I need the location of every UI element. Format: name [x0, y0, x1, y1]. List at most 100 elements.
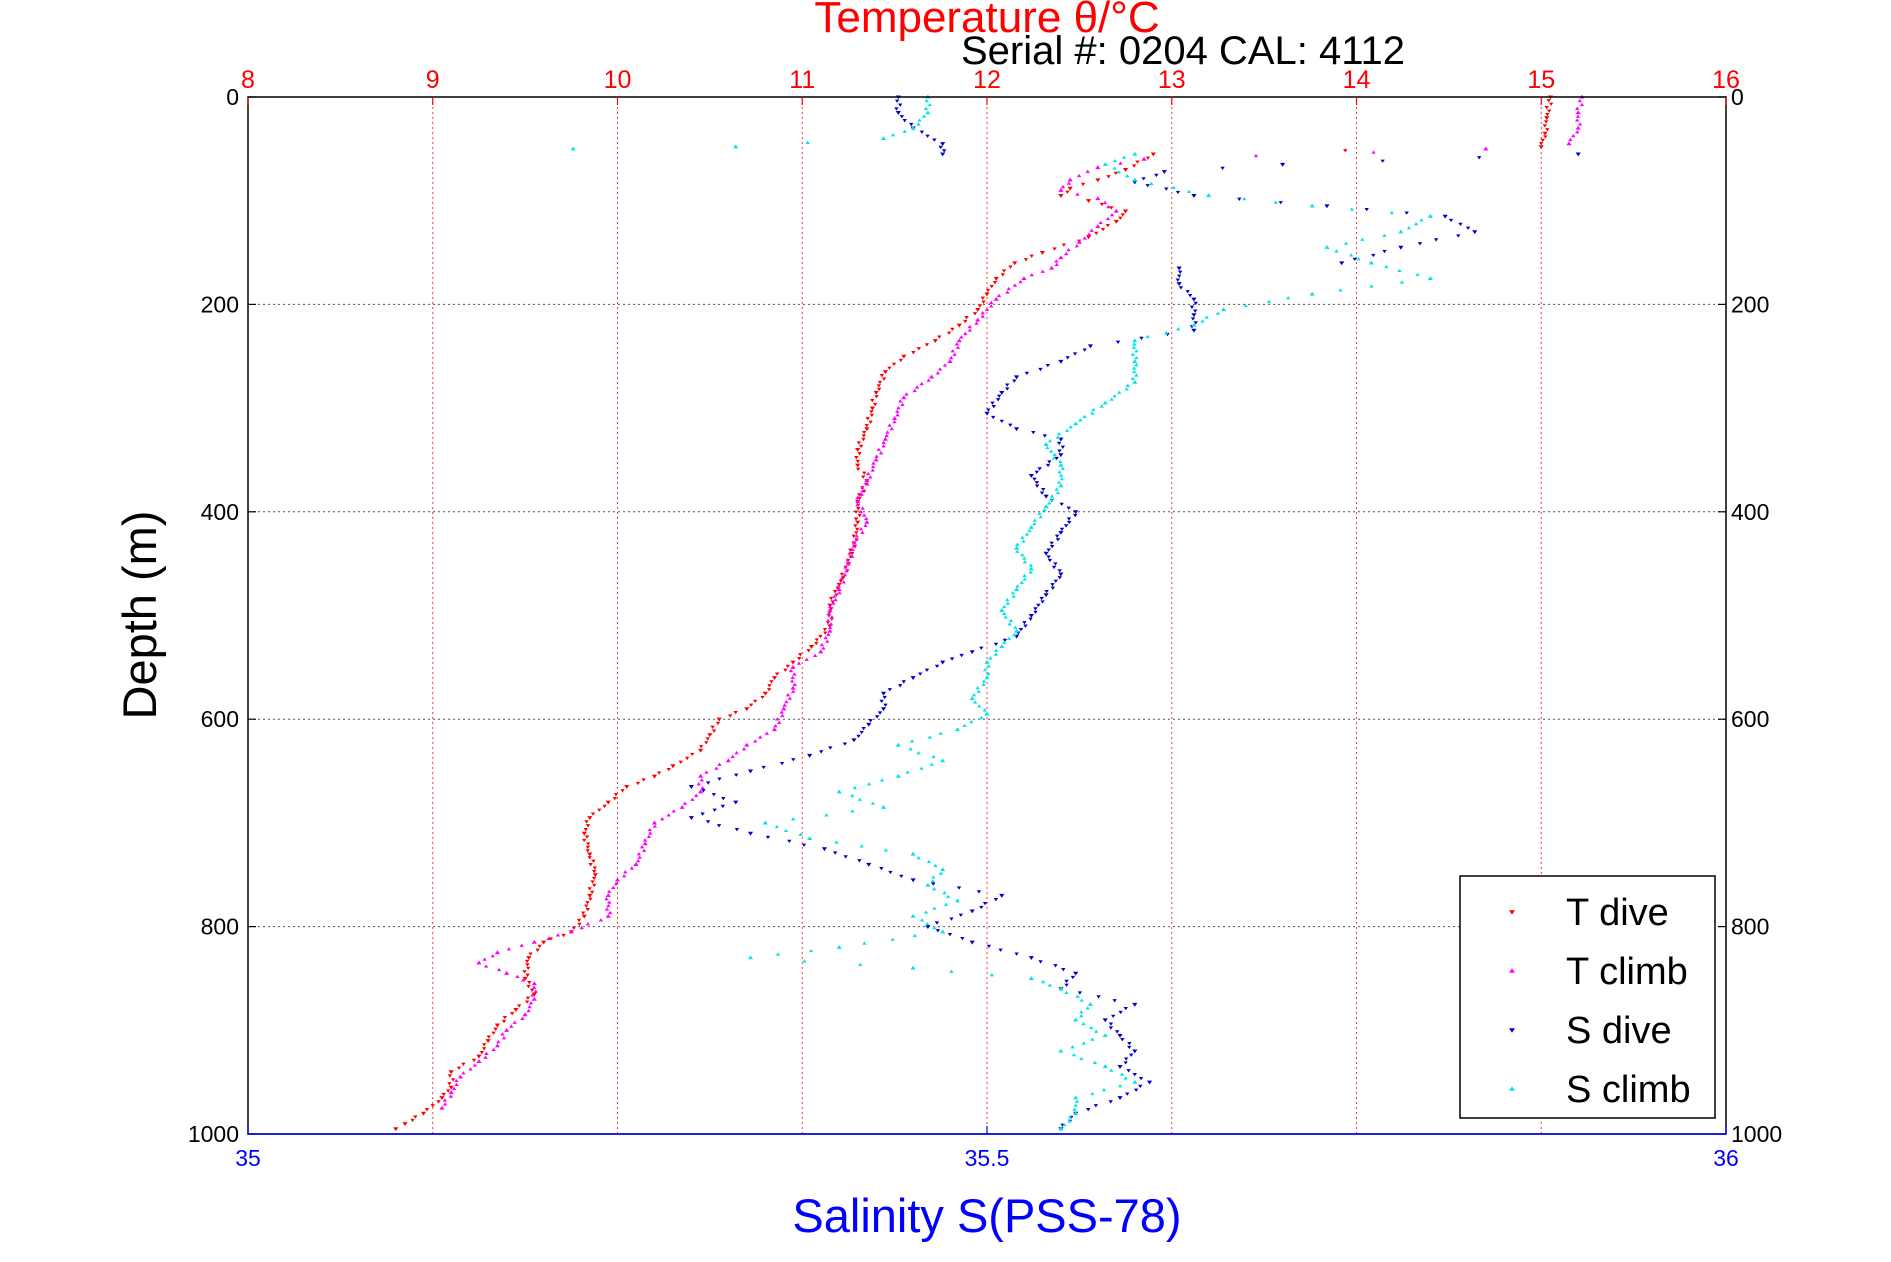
data-point [969, 940, 975, 945]
data-point [602, 804, 607, 809]
data-point [482, 1047, 487, 1051]
data-point [592, 869, 597, 874]
data-point [1013, 375, 1020, 380]
data-point [861, 437, 866, 442]
data-point [851, 738, 857, 743]
data-point [857, 513, 862, 518]
data-point [989, 973, 995, 977]
data-point [441, 1092, 446, 1097]
data-point [1043, 494, 1049, 499]
data-point [1120, 213, 1126, 217]
data-point [1575, 152, 1581, 157]
data-point [852, 785, 858, 790]
data-point [865, 471, 871, 476]
data-point [977, 304, 983, 308]
data-point [998, 948, 1003, 952]
data-point [515, 974, 520, 979]
data-point [1005, 601, 1010, 605]
data-point [839, 572, 845, 576]
bottom-axis-tick-label: 35 [235, 1145, 261, 1171]
data-point [688, 785, 694, 789]
data-point [909, 122, 914, 127]
data-point [588, 863, 593, 867]
data-point [494, 1023, 501, 1028]
data-point [1548, 102, 1554, 106]
data-point [690, 797, 695, 801]
data-point [883, 848, 889, 852]
data-point [986, 944, 992, 949]
data-point [1123, 1076, 1128, 1080]
data-point [1057, 569, 1062, 573]
data-point [1102, 162, 1108, 166]
data-point [1028, 563, 1034, 567]
y-axis-tick-label-right: 1000 [1731, 1121, 1782, 1147]
data-point [1191, 313, 1197, 318]
data-point [881, 440, 886, 444]
data-point [868, 475, 873, 479]
data-point [456, 1066, 462, 1070]
data-point [821, 847, 828, 852]
data-point [761, 765, 766, 770]
data-point [876, 384, 881, 388]
data-point [856, 467, 861, 472]
data-point [814, 641, 819, 646]
data-point [684, 756, 690, 761]
data-point [496, 1039, 501, 1044]
data-point [880, 691, 887, 696]
data-point [1131, 345, 1137, 349]
data-point [1020, 535, 1025, 540]
data-point [1324, 245, 1330, 249]
data-point [1012, 261, 1018, 266]
data-point [1134, 349, 1139, 353]
data-point [831, 601, 836, 605]
data-point [774, 717, 780, 721]
data-point [1073, 510, 1079, 515]
data-point [531, 996, 537, 1001]
data-point [1049, 265, 1055, 270]
data-point [1067, 186, 1073, 191]
data-point [853, 517, 859, 521]
data-point [959, 335, 964, 339]
data-point [941, 149, 947, 153]
data-point [1100, 227, 1106, 232]
data-point [1061, 968, 1066, 972]
data-point [836, 789, 842, 794]
data-point [1065, 190, 1070, 194]
data-point [1206, 193, 1212, 198]
data-point [963, 331, 968, 336]
data-point [931, 882, 936, 886]
data-point [798, 832, 803, 836]
data-point [1007, 622, 1012, 626]
data-point [787, 839, 792, 844]
data-point [984, 675, 990, 680]
data-point [613, 881, 619, 886]
data-point [826, 632, 831, 636]
data-point [1141, 156, 1147, 161]
data-point [629, 866, 634, 870]
data-point [890, 937, 895, 941]
data-point [947, 359, 953, 363]
data-point [962, 723, 967, 728]
data-point [1022, 559, 1028, 564]
data-point [855, 459, 861, 464]
legend-box [1459, 875, 1716, 1119]
data-point [1542, 124, 1548, 128]
data-point [1008, 423, 1013, 427]
data-point [855, 502, 860, 507]
data-point [870, 399, 875, 403]
data-point [483, 1055, 488, 1059]
data-point [1125, 383, 1131, 387]
data-point [868, 719, 873, 723]
data-point [773, 724, 778, 728]
y-axis-tick-label-left: 400 [201, 499, 239, 525]
data-point [861, 430, 867, 435]
data-point [835, 586, 840, 590]
data-point [555, 933, 561, 937]
data-point [1060, 445, 1066, 449]
data-point [1043, 551, 1049, 556]
data-point [1049, 541, 1054, 545]
data-point [1013, 545, 1020, 550]
data-point [876, 387, 882, 392]
data-point [1051, 565, 1057, 570]
